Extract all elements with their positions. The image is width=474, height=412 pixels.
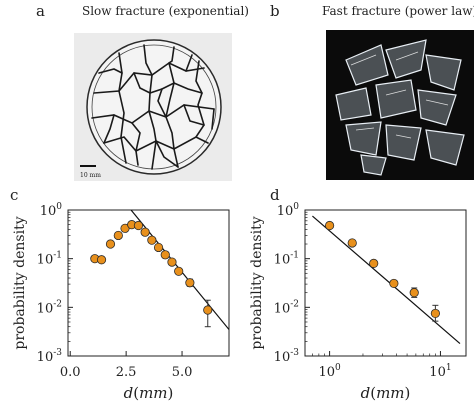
chart-c: 10-3 10-2 10-1 100 0.0 2.5 5.0 d(mm) probability… (12, 202, 230, 402)
y-axis-label: probability density (12, 216, 28, 349)
y-tick-label: 10-3 (37, 348, 63, 365)
plot-frame (67, 209, 230, 357)
data-point (113, 230, 123, 241)
data-point (347, 238, 357, 248)
chart-d: 10-3 10-2 10-1 100 100 101 d(mm) probability de… (249, 202, 467, 402)
slow-fracture-photo: 10 mm (74, 33, 232, 181)
y-tick-label: 100 (277, 202, 300, 219)
data-point (324, 220, 335, 231)
data-point (160, 250, 170, 260)
data-point (133, 220, 144, 231)
x-tick-label: 2.5 (116, 365, 137, 380)
fast-fracture-photo (326, 30, 474, 180)
y-tick-label: 10-3 (274, 348, 300, 365)
y-tick-label: 10-2 (274, 299, 299, 316)
cracked-disc-image: 10 mm (80, 39, 222, 179)
data-point (185, 278, 195, 288)
panel-letter-d: d (270, 186, 280, 204)
glass-shards-image (335, 39, 465, 176)
y-tick-label: 100 (40, 202, 63, 219)
y-tick-label: 10-1 (37, 251, 62, 268)
data-point (153, 242, 164, 253)
data-point (105, 239, 116, 249)
y-tick-label: 10-2 (37, 299, 62, 316)
panel-letter-c: c (10, 186, 19, 204)
panel-letter-b: b (270, 2, 280, 20)
data-point (389, 278, 399, 289)
panel-a-title: Slow fracture (exponential) (82, 4, 249, 18)
panel-letter-a: a (36, 2, 45, 20)
data-point (174, 266, 184, 276)
x-tick-label: 100 (318, 363, 341, 380)
x-axis-label: d(mm) (124, 384, 174, 402)
fit-line (312, 215, 461, 345)
x-axis-label: d(mm) (361, 384, 411, 402)
data-point (167, 257, 177, 267)
panel-b-title: Fast fracture (power law) (322, 4, 474, 18)
y-axis-label: probability density (249, 216, 265, 349)
data-point (409, 288, 419, 298)
x-tick-label: 5.0 (172, 365, 193, 380)
scale-bar-label: 10 mm (80, 172, 101, 179)
data-point (140, 227, 150, 237)
plot-frame (304, 209, 467, 357)
y-tick-label: 10-1 (274, 251, 299, 268)
data-point (96, 255, 107, 265)
data-point (203, 305, 213, 315)
data-point (430, 308, 440, 319)
data-point (147, 235, 157, 245)
data-point (369, 258, 379, 268)
x-tick-label: 0.0 (60, 365, 81, 380)
x-tick-label: 101 (429, 363, 451, 380)
